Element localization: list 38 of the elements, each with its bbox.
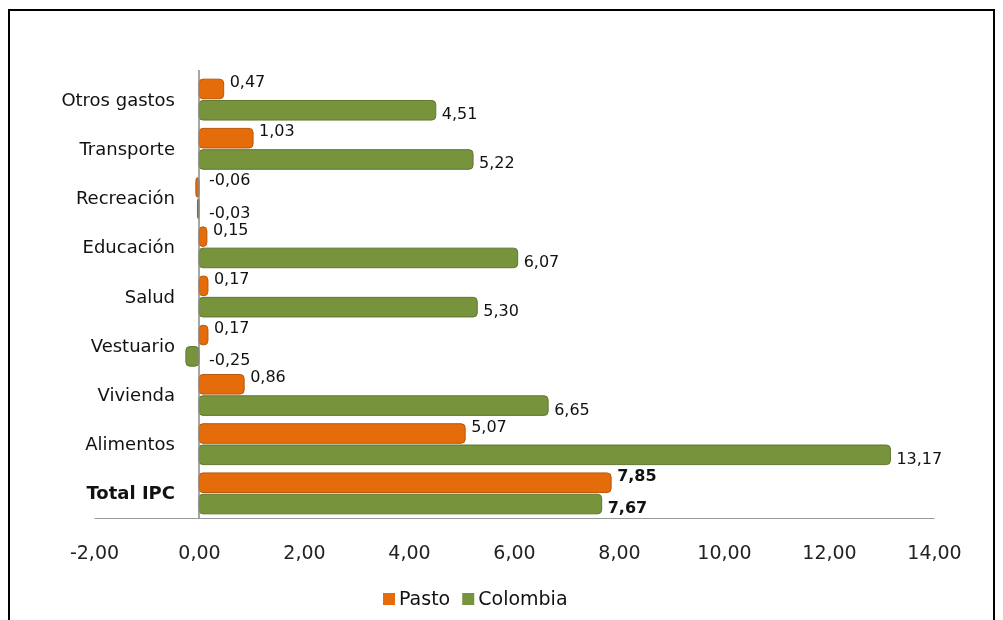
y-tick-label: Educación — [82, 236, 175, 258]
data-label: 5,22 — [479, 153, 515, 173]
y-tick-label: Alimentos — [85, 433, 175, 455]
y-tick-label: Vestuario — [90, 334, 175, 356]
data-label: -0,06 — [209, 170, 251, 190]
y-tick-label: Vivienda — [97, 383, 175, 405]
data-label: 0,17 — [213, 318, 250, 338]
data-label: 5,30 — [483, 301, 519, 321]
data-label: 0,86 — [250, 367, 286, 387]
y-tick-label: Otros gastos — [61, 88, 175, 110]
legend-label: Pasto — [399, 587, 451, 609]
legend-label: Colombia — [478, 587, 568, 609]
y-tick-label: Recreación — [75, 187, 175, 209]
x-tick-label: 4,00 — [388, 541, 431, 564]
x-tick-label: 0,00 — [178, 541, 221, 564]
x-tick-label: 8,00 — [598, 541, 641, 564]
data-label: 4,51 — [441, 104, 478, 124]
y-tick-label: Salud — [124, 285, 175, 307]
data-label: -0,25 — [209, 350, 251, 370]
data-label: 1,03 — [259, 121, 295, 141]
data-label: -0,03 — [209, 202, 251, 222]
data-label: 0,15 — [212, 219, 249, 239]
data-label: 6,65 — [554, 399, 590, 419]
data-label: 6,07 — [523, 251, 560, 271]
y-tick-label: Total IPC — [86, 482, 175, 504]
data-label: 7,67 — [607, 498, 648, 518]
data-label: 5,07 — [471, 416, 507, 436]
x-tick-label: 10,00 — [697, 541, 752, 564]
x-tick-label: 6,00 — [493, 541, 536, 564]
x-tick-label: 12,00 — [802, 541, 857, 564]
data-label: 7,85 — [617, 465, 657, 485]
data-label: 13,17 — [896, 448, 943, 468]
y-tick-label: Transporte — [78, 137, 175, 159]
x-tick-label: 2,00 — [283, 541, 326, 564]
x-tick-label: -2,00 — [69, 541, 120, 564]
x-tick-label: 14,00 — [907, 541, 962, 564]
data-label: 0,17 — [213, 268, 250, 288]
data-label: 0,47 — [229, 71, 266, 91]
